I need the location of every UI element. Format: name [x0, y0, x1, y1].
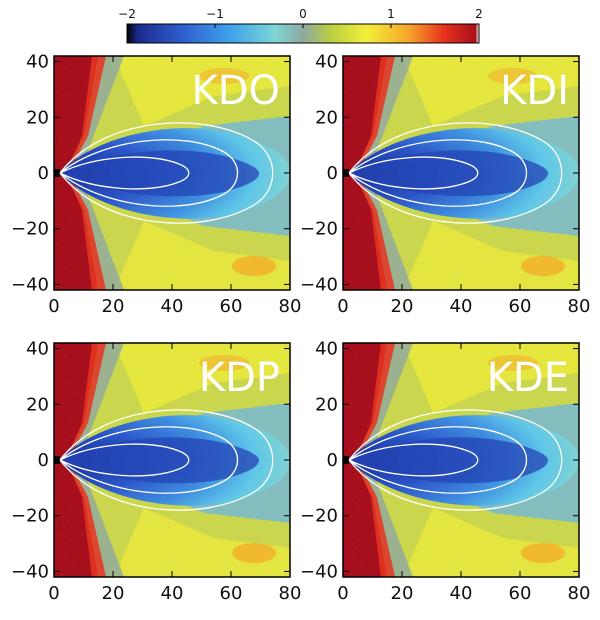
y-tick-label: −20	[300, 219, 338, 240]
x-tick-label: 40	[450, 583, 473, 604]
y-tick-label: 40	[26, 339, 49, 360]
x-tick-label: 80	[279, 296, 302, 317]
colorbar-tick-label: −2	[118, 7, 136, 21]
panel-kdp: KDP 0 20 40 60 80 −40 −20 0 20 40	[11, 339, 301, 604]
x-tick-label: 40	[161, 583, 184, 604]
x-tick-label: 0	[48, 296, 59, 317]
y-tick-label: 0	[327, 163, 338, 184]
x-tick-label: 0	[337, 296, 348, 317]
y-tick-label: −20	[300, 506, 338, 527]
y-tick-label: 40	[26, 52, 49, 73]
panel-kde: KDE 0 20 40 60 80 −40 −20 0 20 40	[300, 339, 590, 604]
y-tick-label: 0	[38, 163, 49, 184]
x-tick-label: 20	[391, 583, 414, 604]
x-tick-label: 60	[509, 583, 532, 604]
x-tick-label: 80	[568, 296, 591, 317]
y-tick-label: 20	[315, 107, 338, 128]
panel-kdi: KDI 0 20 40 60 80 −40 −20 0 20 40	[300, 52, 590, 317]
x-tick-label: 40	[161, 296, 184, 317]
y-tick-label: −20	[11, 219, 49, 240]
panel-label: KDI	[500, 68, 569, 114]
panel-label: KDP	[199, 355, 280, 401]
panel-kdo: KDO 0 20 40 60 80 −40 −20 0 20 40	[11, 52, 301, 317]
y-tick-label: −20	[11, 506, 49, 527]
y-tick-label: 20	[315, 394, 338, 415]
y-tick-label: −40	[11, 274, 49, 295]
x-tick-label: 20	[102, 296, 125, 317]
y-tick-label: −40	[11, 561, 49, 582]
x-tick-label: 0	[48, 583, 59, 604]
x-tick-label: 60	[220, 583, 243, 604]
y-tick-label: −40	[300, 561, 338, 582]
y-tick-label: −40	[300, 274, 338, 295]
x-tick-label: 0	[337, 583, 348, 604]
panel-label: KDO	[191, 68, 280, 114]
x-tick-label: 60	[220, 296, 243, 317]
colorbar-tick-label: −1	[206, 7, 224, 21]
x-tick-label: 20	[391, 296, 414, 317]
x-tick-label: 20	[102, 583, 125, 604]
colorbar-tick-label: 0	[299, 7, 307, 21]
y-tick-label: 0	[38, 450, 49, 471]
x-tick-label: 40	[450, 296, 473, 317]
y-tick-label: 20	[26, 107, 49, 128]
panel-label: KDE	[487, 355, 569, 401]
colorbar: −2 −1 0 1 2	[118, 7, 483, 44]
y-tick-label: 0	[327, 450, 338, 471]
y-tick-label: 40	[315, 339, 338, 360]
y-tick-label: 40	[315, 52, 338, 73]
y-tick-label: 20	[26, 394, 49, 415]
colorbar-tick-label: 2	[475, 7, 483, 21]
x-tick-label: 80	[568, 583, 591, 604]
colorbar-tick-label: 1	[387, 7, 395, 21]
colorbar-ticks: −2 −1 0 1 2	[118, 7, 483, 28]
x-tick-label: 60	[509, 296, 532, 317]
x-tick-label: 80	[279, 583, 302, 604]
